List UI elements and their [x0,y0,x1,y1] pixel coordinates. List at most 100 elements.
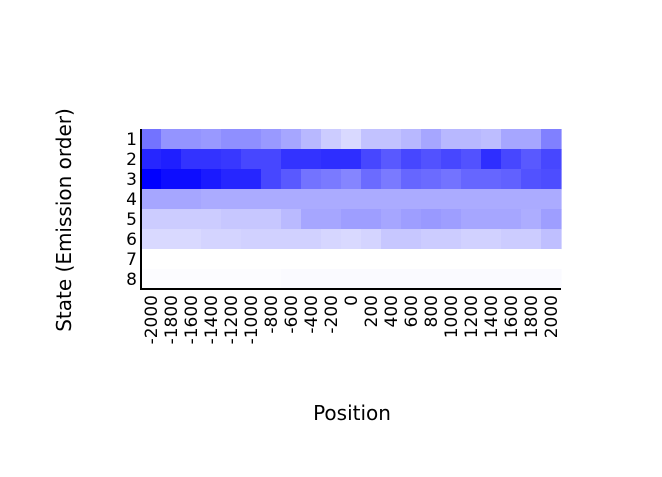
heatmap-cell-state8-pos1400 [481,269,502,290]
heatmap-cell-state6-pos-1200 [221,229,242,250]
heatmap-cell-state1-pos-1400 [201,129,222,150]
heatmap-cell-state2-pos1400 [481,149,502,170]
x-tick-label: -1800 [162,295,182,344]
heatmap-cell-state3-pos-1800 [161,169,182,190]
y-tick-label: 8 [126,270,137,290]
heatmap-cell-state6-pos-400 [301,229,322,250]
heatmap-cell-state7-pos0 [341,249,362,270]
heatmap-cell-state1-pos-2000 [141,129,162,150]
axes [140,129,561,290]
heatmap-cell-state5-pos800 [421,209,442,230]
heatmap-cell-state6-pos1800 [521,229,542,250]
y-tick-label: 1 [126,130,137,150]
heatmap-cell-state3-pos1600 [501,169,522,190]
heatmap-cell-state1-pos-1200 [221,129,242,150]
heatmap-cell-state7-pos1800 [521,249,542,270]
heatmap-cell-state3-pos1400 [481,169,502,190]
heatmap-cell-state1-pos1000 [441,129,462,150]
heatmap-cell-state8-pos-200 [321,269,342,290]
heatmap-cell-state7-pos-600 [281,249,302,270]
heatmap-cell-state5-pos1600 [501,209,522,230]
heatmap-cell-state4-pos600 [401,189,422,210]
heatmap-cell-state2-pos1000 [441,149,462,170]
heatmap-cell-state1-pos800 [421,129,442,150]
heatmap-cell-state1-pos-1600 [181,129,202,150]
x-tick-label: 1400 [482,295,502,338]
heatmap-cell-state7-pos-1000 [241,249,262,270]
heatmap-cell-state4-pos800 [421,189,442,210]
heatmap-cell-state6-pos1200 [461,229,482,250]
heatmap-cell-state2-pos200 [361,149,382,170]
heatmap-cell-state7-pos-2000 [141,249,162,270]
y-tick-label: 5 [126,210,137,230]
x-tick-label: 1600 [502,295,522,338]
heatmap-cell-state5-pos1000 [441,209,462,230]
heatmap-cell-state2-pos-1400 [201,149,222,170]
heatmap-cell-state1-pos1600 [501,129,522,150]
heatmap-cell-state8-pos0 [341,269,362,290]
heatmap-cell-state1-pos-600 [281,129,302,150]
heatmap-cell-state2-pos1800 [521,149,542,170]
heatmap-cell-state7-pos1200 [461,249,482,270]
heatmap-cell-state8-pos-800 [261,269,282,290]
heatmap-cell-state5-pos200 [361,209,382,230]
heatmap-cell-state1-pos1800 [521,129,542,150]
heatmap-cell-state8-pos800 [421,269,442,290]
heatmap-cell-state5-pos-600 [281,209,302,230]
heatmap-cell-state6-pos-200 [321,229,342,250]
heatmap-cell-state1-pos-800 [261,129,282,150]
heatmap-cell-state8-pos-1000 [241,269,262,290]
x-tick-label: 200 [362,295,382,327]
heatmap-cell-state1-pos-1000 [241,129,262,150]
heatmap-cell-state6-pos-1800 [161,229,182,250]
heatmap-cell-state8-pos1200 [461,269,482,290]
x-tick-label: 600 [402,295,422,327]
heatmap-cell-state8-pos200 [361,269,382,290]
heatmap-cell-state4-pos-200 [321,189,342,210]
y-tick-label: 2 [126,150,137,170]
heatmap-cell-state3-pos-600 [281,169,302,190]
y-tick-label: 7 [126,250,137,270]
heatmap-cell-state3-pos-1400 [201,169,222,190]
heatmap-cell-state6-pos-1600 [181,229,202,250]
heatmap-cell-state7-pos-1800 [161,249,182,270]
heatmap-cell-state4-pos1400 [481,189,502,210]
x-tick-label: -1200 [222,295,242,344]
x-tick-label: -400 [302,295,322,334]
heatmap-cell-state4-pos-1400 [201,189,222,210]
heatmap-cell-state4-pos-1000 [241,189,262,210]
heatmap-cell-state4-pos1600 [501,189,522,210]
heatmap-cell-state3-pos0 [341,169,362,190]
x-tick-label: -1000 [242,295,262,344]
y-tick-label: 3 [126,170,137,190]
heatmap-cell-state7-pos-1600 [181,249,202,270]
heatmap-cell-state2-pos-600 [281,149,302,170]
y-tick-label: 6 [126,230,137,250]
heatmap-cell-state5-pos1200 [461,209,482,230]
heatmap-cell-state1-pos400 [381,129,402,150]
x-tick-label: 1800 [522,295,542,338]
heatmap-cell-state2-pos800 [421,149,442,170]
heatmap-cell-state3-pos1200 [461,169,482,190]
x-axis-title: Position [313,401,391,425]
heatmap-cell-state5-pos600 [401,209,422,230]
heatmap-cell-state1-pos600 [401,129,422,150]
heatmap-cell-state2-pos-200 [321,149,342,170]
heatmap-cell-state5-pos1400 [481,209,502,230]
heatmap-cell-state6-pos1000 [441,229,462,250]
heatmap-cell-state4-pos400 [381,189,402,210]
heatmap-cell-state4-pos2000 [541,189,562,210]
heatmap-cell-state5-pos-1000 [241,209,262,230]
heatmap-cell-state5-pos-800 [261,209,282,230]
heatmap-cell-state5-pos-1200 [221,209,242,230]
heatmap-cell-state7-pos2000 [541,249,562,270]
heatmap-cell-state3-pos800 [421,169,442,190]
heatmap-cell-state8-pos-2000 [141,269,162,290]
x-tick-label: 800 [422,295,442,327]
x-tick-label: -1600 [182,295,202,344]
heatmap-cell-state7-pos1600 [501,249,522,270]
heatmap-cell-state3-pos-1600 [181,169,202,190]
heatmap-cell-state8-pos-1200 [221,269,242,290]
x-tick-label: 0 [342,295,362,306]
heatmap-cell-state7-pos-1400 [201,249,222,270]
